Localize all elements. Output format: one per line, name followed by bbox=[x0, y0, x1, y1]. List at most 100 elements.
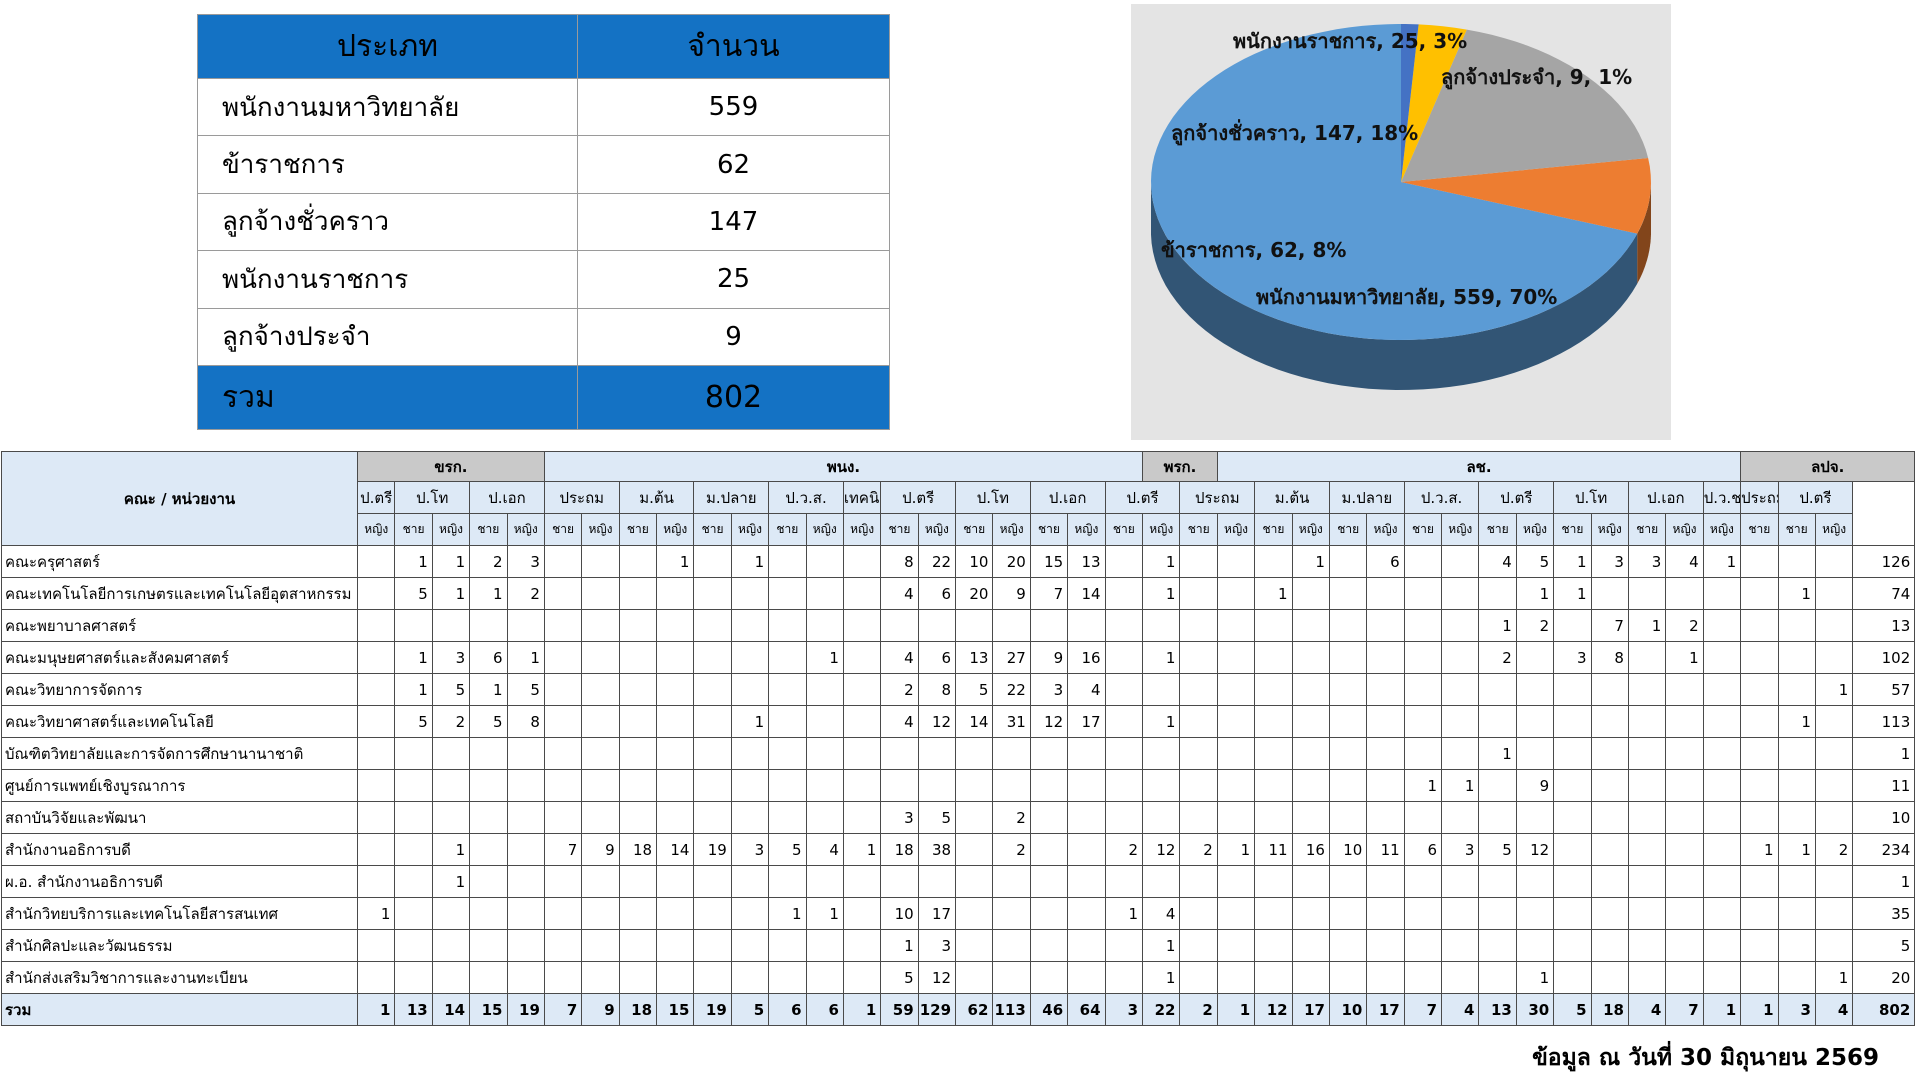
count-cell bbox=[618, 737, 658, 770]
count-cell bbox=[1627, 577, 1667, 610]
count-cell bbox=[431, 897, 471, 930]
count-cell bbox=[506, 865, 545, 898]
count-cell bbox=[1515, 737, 1555, 770]
count-cell bbox=[992, 897, 1031, 930]
count-cell bbox=[1441, 865, 1480, 898]
count-cell bbox=[1029, 929, 1069, 962]
count-cell bbox=[506, 961, 545, 994]
count-cell bbox=[1665, 577, 1704, 610]
count-cell bbox=[356, 673, 396, 706]
count-cell: 1 bbox=[394, 641, 433, 674]
count-cell: 1 bbox=[1814, 961, 1854, 994]
count-cell bbox=[1104, 737, 1144, 770]
level-header: ป.ว.ช. bbox=[1702, 481, 1742, 514]
count-cell bbox=[618, 801, 658, 834]
count-cell bbox=[1216, 641, 1256, 674]
count-cell bbox=[1104, 641, 1144, 674]
count-cell bbox=[1291, 929, 1330, 962]
count-cell bbox=[1179, 897, 1218, 930]
count-cell: 17 bbox=[917, 897, 957, 930]
gender-header: หญิง bbox=[1441, 513, 1480, 546]
count-cell: 18 bbox=[1590, 993, 1629, 1026]
count-cell: 9 bbox=[1029, 641, 1069, 674]
count-cell: 1 bbox=[469, 577, 508, 610]
count-cell: 1 bbox=[1104, 897, 1144, 930]
count-cell bbox=[805, 673, 844, 706]
count-cell bbox=[356, 769, 396, 802]
count-cell: 18 bbox=[618, 833, 658, 866]
count-cell bbox=[1403, 705, 1443, 738]
count-cell bbox=[730, 865, 770, 898]
count-cell: 2 bbox=[1478, 641, 1517, 674]
gender-header: หญิง bbox=[1515, 513, 1555, 546]
count-cell: 7 bbox=[543, 993, 583, 1026]
count-cell bbox=[1702, 865, 1742, 898]
count-cell: 1 bbox=[768, 897, 807, 930]
count-cell bbox=[1553, 737, 1592, 770]
count-cell: 3 bbox=[1627, 545, 1667, 578]
count-cell bbox=[656, 609, 695, 642]
count-cell bbox=[1366, 609, 1405, 642]
count-cell bbox=[1441, 961, 1480, 994]
count-cell: 6 bbox=[805, 993, 844, 1026]
count-cell bbox=[1216, 737, 1256, 770]
count-cell bbox=[1814, 609, 1854, 642]
count-cell bbox=[1441, 929, 1480, 962]
count-cell: 1 bbox=[1553, 545, 1592, 578]
count-cell bbox=[1702, 577, 1742, 610]
level-header: ม.ต้น bbox=[618, 481, 695, 514]
count-cell bbox=[356, 545, 396, 578]
row-total: 11 bbox=[1852, 769, 1915, 802]
count-cell bbox=[394, 929, 433, 962]
unit-name: สำนักศิลปะและวัฒนธรรม bbox=[1, 929, 358, 962]
count-cell: 3 bbox=[506, 545, 545, 578]
count-cell bbox=[693, 705, 732, 738]
count-cell bbox=[992, 737, 1031, 770]
count-cell: 12 bbox=[1515, 833, 1555, 866]
count-cell bbox=[1441, 545, 1480, 578]
count-cell bbox=[768, 641, 807, 674]
count-cell bbox=[693, 961, 732, 994]
count-cell bbox=[1403, 865, 1443, 898]
count-cell: 2 bbox=[431, 705, 471, 738]
count-cell bbox=[656, 865, 695, 898]
count-cell: 1 bbox=[431, 577, 471, 610]
summary-row: ลูกจ้างประจำ 9 bbox=[197, 307, 890, 367]
count-cell bbox=[656, 801, 695, 834]
count-cell bbox=[1740, 801, 1779, 834]
count-cell bbox=[1403, 577, 1443, 610]
count-cell bbox=[693, 609, 732, 642]
count-cell bbox=[1740, 577, 1779, 610]
level-header: ป.ตรี bbox=[880, 481, 957, 514]
count-cell bbox=[1029, 833, 1069, 866]
count-cell: 5 bbox=[880, 961, 919, 994]
count-cell bbox=[1328, 641, 1368, 674]
level-header: ป.เอก bbox=[469, 481, 545, 514]
count-cell bbox=[1067, 737, 1106, 770]
count-cell bbox=[1029, 737, 1069, 770]
gender-header: ชาย bbox=[469, 513, 508, 546]
count-cell bbox=[581, 545, 620, 578]
count-cell: 10 bbox=[1328, 833, 1368, 866]
count-cell: 2 bbox=[1179, 833, 1218, 866]
count-cell bbox=[543, 897, 583, 930]
count-cell: 22 bbox=[917, 545, 957, 578]
group-header: ลช. bbox=[1216, 451, 1742, 482]
count-cell bbox=[768, 545, 807, 578]
unit-name: บัณฑิตวิทยาลัยและการจัดการศึกษานานาชาติ bbox=[1, 737, 358, 770]
count-cell bbox=[992, 961, 1031, 994]
unit-name: ผ.อ. สำนักงานอธิการบดี bbox=[1, 865, 358, 898]
unit-name: สำนักงานอธิการบดี bbox=[1, 833, 358, 866]
count-cell bbox=[394, 865, 433, 898]
count-cell bbox=[1665, 897, 1704, 930]
count-cell bbox=[394, 833, 433, 866]
count-cell: 1 bbox=[1142, 545, 1181, 578]
count-cell bbox=[543, 737, 583, 770]
count-cell bbox=[1441, 577, 1480, 610]
count-cell: 8 bbox=[506, 705, 545, 738]
count-cell bbox=[730, 673, 770, 706]
row-total: 13 bbox=[1852, 609, 1915, 642]
count-cell: 6 bbox=[1366, 545, 1405, 578]
count-cell bbox=[1590, 865, 1629, 898]
row-total: 20 bbox=[1852, 961, 1915, 994]
